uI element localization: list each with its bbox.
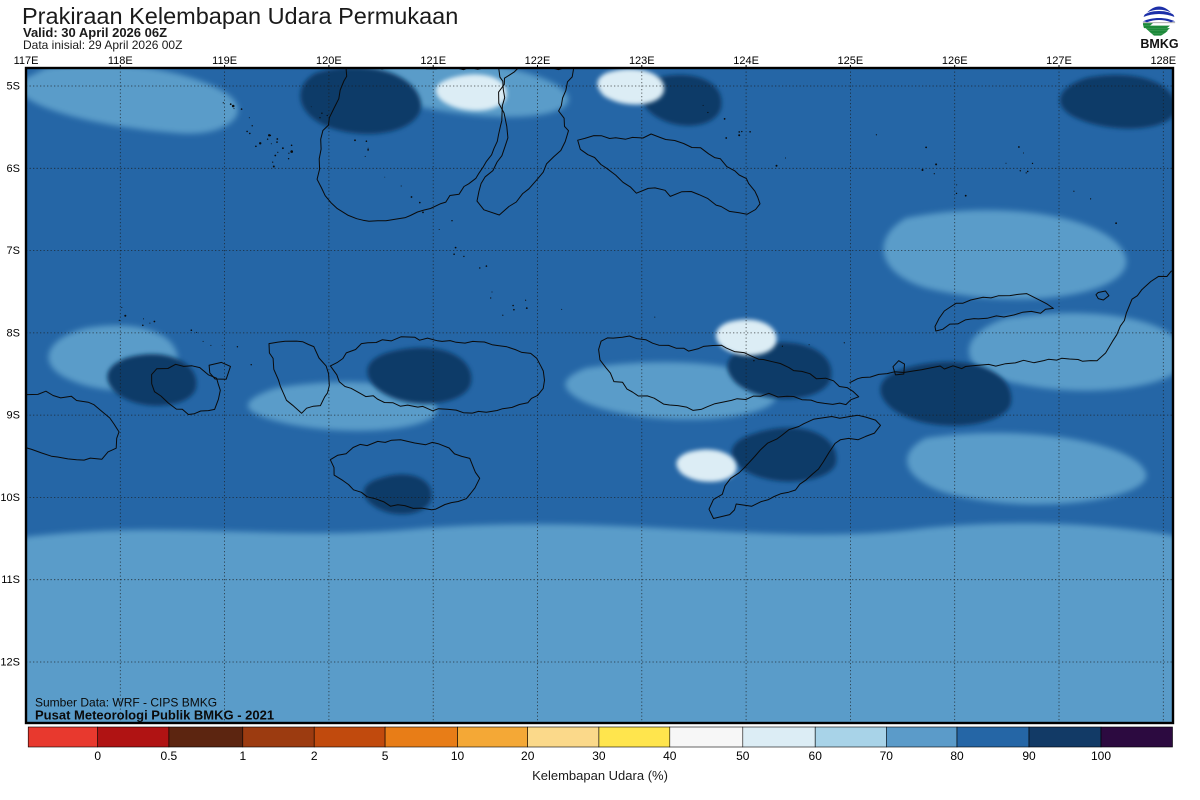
svg-text:10: 10 xyxy=(451,749,465,763)
svg-text:40: 40 xyxy=(663,749,677,763)
svg-text:128E: 128E xyxy=(1150,55,1176,67)
svg-text:100: 100 xyxy=(1091,749,1111,763)
svg-text:1: 1 xyxy=(239,749,246,763)
svg-text:117E: 117E xyxy=(14,55,39,67)
svg-text:5: 5 xyxy=(382,749,389,763)
svg-text:8S: 8S xyxy=(7,327,20,339)
svg-text:50: 50 xyxy=(736,749,750,763)
svg-text:5S: 5S xyxy=(7,81,20,93)
svg-text:90: 90 xyxy=(1022,749,1036,763)
svg-text:11S: 11S xyxy=(1,574,20,586)
svg-text:2: 2 xyxy=(311,749,318,763)
svg-text:30: 30 xyxy=(592,749,606,763)
svg-text:12S: 12S xyxy=(0,657,20,669)
svg-text:70: 70 xyxy=(880,749,894,763)
svg-text:BMKG: BMKG xyxy=(1140,37,1178,51)
svg-text:6S: 6S xyxy=(7,163,20,175)
svg-text:Pusat Meteorologi Publik BMKG: Pusat Meteorologi Publik BMKG - 2021 xyxy=(35,708,274,723)
svg-text:0: 0 xyxy=(94,749,101,763)
svg-text:20: 20 xyxy=(521,749,535,763)
svg-text:0.5: 0.5 xyxy=(161,749,178,763)
svg-text:80: 80 xyxy=(950,749,964,763)
svg-text:7S: 7S xyxy=(7,245,20,257)
svg-text:9S: 9S xyxy=(7,410,20,422)
svg-text:10S: 10S xyxy=(0,492,20,504)
svg-text:60: 60 xyxy=(809,749,823,763)
